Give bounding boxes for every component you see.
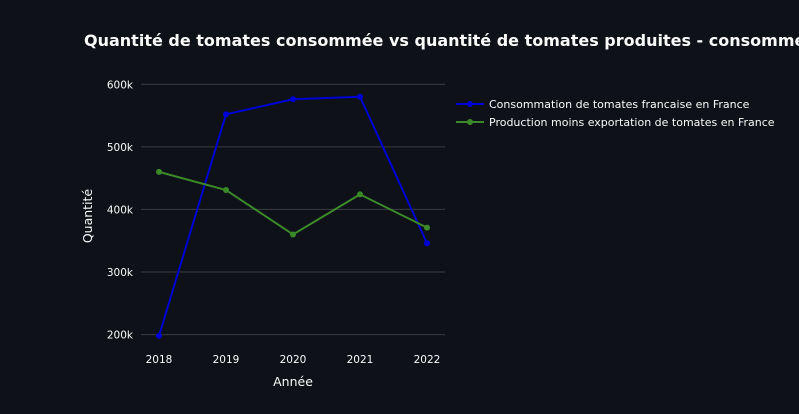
- x-axis-ticks: 2018 2019 2020 2021 2022: [146, 354, 441, 366]
- y-tick-label: 300k: [107, 267, 134, 279]
- data-point[interactable]: [156, 168, 162, 175]
- legend-item[interactable]: Production moins exportation de tomates …: [456, 116, 775, 129]
- y-tick-label: 200k: [107, 330, 134, 342]
- data-point[interactable]: [424, 224, 430, 231]
- y-axis-ticks: 200k 300k 400k 500k 600k: [107, 79, 134, 341]
- legend-marker: [467, 101, 473, 107]
- x-tick-label: 2019: [213, 354, 240, 366]
- data-point[interactable]: [290, 231, 296, 238]
- data-point[interactable]: [424, 240, 430, 247]
- legend[interactable]: Consommation de tomates francaise en Fra…: [456, 98, 775, 129]
- x-tick-label: 2018: [146, 354, 173, 366]
- legend-item[interactable]: Consommation de tomates francaise en Fra…: [456, 98, 750, 111]
- data-point[interactable]: [156, 332, 162, 339]
- legend-label: Production moins exportation de tomates …: [489, 116, 775, 129]
- y-axis-title: Quantité: [80, 189, 95, 244]
- series-2: [156, 168, 430, 238]
- data-point[interactable]: [357, 191, 363, 198]
- x-tick-label: 2021: [347, 354, 374, 366]
- data-point[interactable]: [223, 111, 229, 118]
- y-tick-label: 600k: [107, 79, 134, 91]
- series-1: [156, 93, 430, 339]
- y-tick-label: 400k: [107, 204, 134, 216]
- grid-lines: [141, 83, 445, 336]
- series-layer: [156, 93, 430, 339]
- data-point[interactable]: [357, 93, 363, 100]
- x-tick-label: 2020: [280, 354, 307, 366]
- data-point[interactable]: [290, 96, 296, 103]
- legend-marker: [467, 119, 473, 125]
- x-axis-title: Année: [273, 374, 313, 389]
- series-line: [158, 95, 428, 337]
- y-tick-label: 500k: [107, 142, 134, 154]
- legend-label: Consommation de tomates francaise en Fra…: [489, 98, 750, 111]
- x-tick-label: 2022: [414, 354, 441, 366]
- data-point[interactable]: [223, 187, 229, 194]
- chart-title: Quantité de tomates consommée vs quantit…: [84, 31, 799, 50]
